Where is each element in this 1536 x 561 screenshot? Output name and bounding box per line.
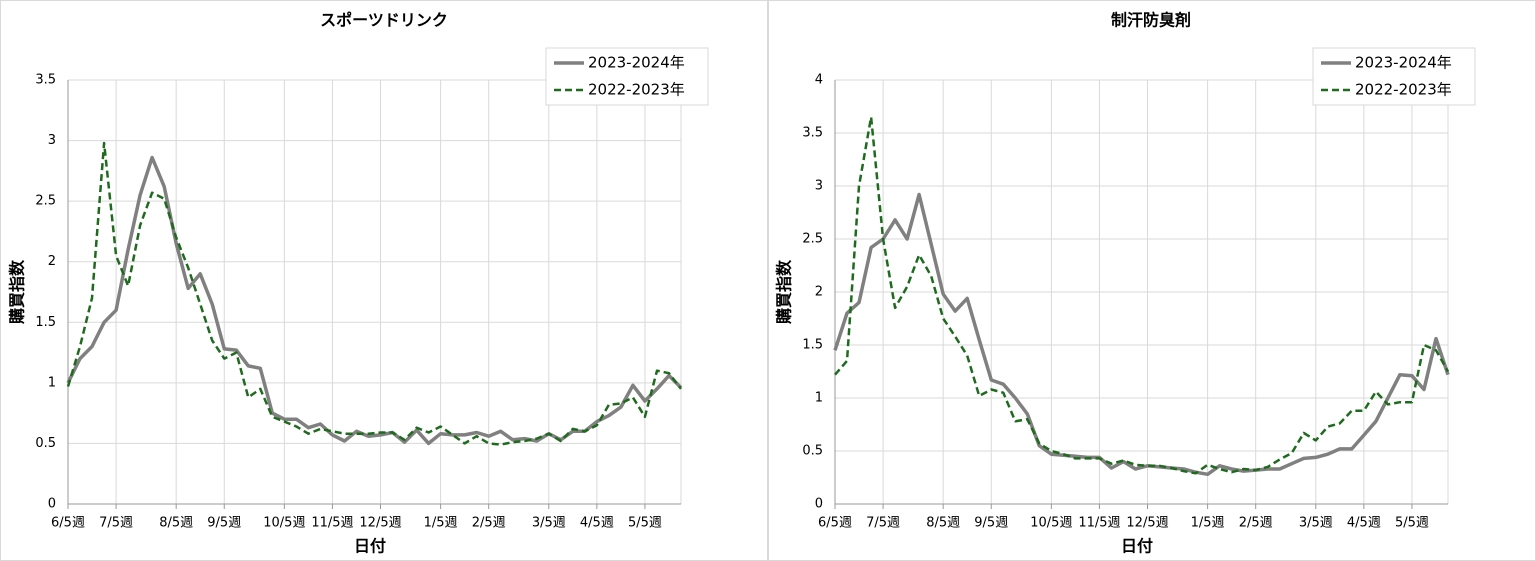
y-tick-label: 1.5 bbox=[802, 338, 823, 353]
x-tick-label: 11/5週 bbox=[311, 516, 353, 531]
x-tick-label: 10/5週 bbox=[1030, 516, 1072, 531]
x-tick-label: 4/5週 bbox=[1347, 516, 1381, 531]
x-tick-label: 4/5週 bbox=[580, 516, 614, 531]
y-tick-label: 2.5 bbox=[35, 194, 56, 209]
y-axis-title: 購買指数 bbox=[775, 259, 794, 325]
chart-title: スポーツドリンク bbox=[320, 11, 448, 30]
x-tick-label: 9/5週 bbox=[974, 516, 1008, 531]
y-tick-label: 3.5 bbox=[802, 126, 823, 141]
x-tick-label: 9/5週 bbox=[207, 516, 241, 531]
x-tick-label: 6/5週 bbox=[818, 516, 852, 531]
y-tick-label: 0 bbox=[48, 497, 56, 512]
y-tick-label: 3.5 bbox=[35, 73, 56, 88]
y-tick-label: 0 bbox=[815, 497, 823, 512]
x-tick-label: 3/5週 bbox=[532, 516, 566, 531]
y-tick-label: 1 bbox=[815, 391, 823, 406]
series-line bbox=[66, 141, 682, 446]
y-tick-label: 0.5 bbox=[35, 436, 56, 451]
legend-label: 2022-2023年 bbox=[1355, 81, 1452, 99]
x-tick-label: 1/5週 bbox=[1191, 516, 1225, 531]
x-tick-label: 12/5週 bbox=[359, 516, 401, 531]
chart-title: 制汗防臭剤 bbox=[1111, 11, 1191, 30]
x-tick-label: 5/5週 bbox=[628, 516, 662, 531]
x-tick-label: 8/5週 bbox=[926, 516, 960, 531]
y-tick-label: 1.5 bbox=[35, 315, 56, 330]
y-tick-label: 2 bbox=[48, 254, 56, 269]
y-tick-label: 0.5 bbox=[802, 444, 823, 459]
x-tick-label: 7/5週 bbox=[866, 516, 900, 531]
x-tick-label: 3/5週 bbox=[1299, 516, 1333, 531]
y-tick-label: 1 bbox=[48, 375, 56, 390]
legend-label: 2023-2024年 bbox=[1355, 54, 1452, 72]
x-tick-label: 12/5週 bbox=[1126, 516, 1168, 531]
x-tick-label: 8/5週 bbox=[159, 516, 193, 531]
legend-label: 2023-2024年 bbox=[588, 54, 685, 72]
x-axis-title: 日付 bbox=[1121, 537, 1153, 556]
x-tick-label: 1/5週 bbox=[424, 516, 458, 531]
y-tick-label: 4 bbox=[815, 73, 823, 88]
x-tick-label: 2/5週 bbox=[1239, 516, 1273, 531]
x-tick-label: 2/5週 bbox=[472, 516, 506, 531]
chart: スポーツドリンク 0 0.5 1 1.5 2 2.5 3 3.5 6/5週 7/5週 8/5週 9/5週… bbox=[8, 11, 709, 556]
series-line bbox=[834, 115, 1450, 475]
x-tick-label: 10/5週 bbox=[263, 516, 305, 531]
y-axis-title: 購買指数 bbox=[8, 259, 27, 325]
legend-label: 2022-2023年 bbox=[588, 81, 685, 99]
x-tick-label: 5/5週 bbox=[1395, 516, 1429, 531]
chart: 制汗防臭剤 0 0.5 1 1.5 2 2.5 3 3.5 4 6/5週 7/5週 8/5週 9/5週 10… bbox=[775, 11, 1476, 556]
legend-box bbox=[1312, 47, 1476, 106]
y-tick-label: 2 bbox=[815, 285, 823, 300]
x-axis-title: 日付 bbox=[354, 537, 386, 556]
x-tick-label: 11/5週 bbox=[1078, 516, 1120, 531]
y-tick-label: 3 bbox=[48, 133, 56, 148]
x-tick-label: 6/5週 bbox=[51, 516, 85, 531]
series-line bbox=[833, 192, 1450, 477]
x-tick-label: 7/5週 bbox=[99, 516, 133, 531]
y-tick-label: 2.5 bbox=[802, 232, 823, 247]
legend-box bbox=[545, 47, 709, 106]
y-tick-label: 3 bbox=[815, 179, 823, 194]
